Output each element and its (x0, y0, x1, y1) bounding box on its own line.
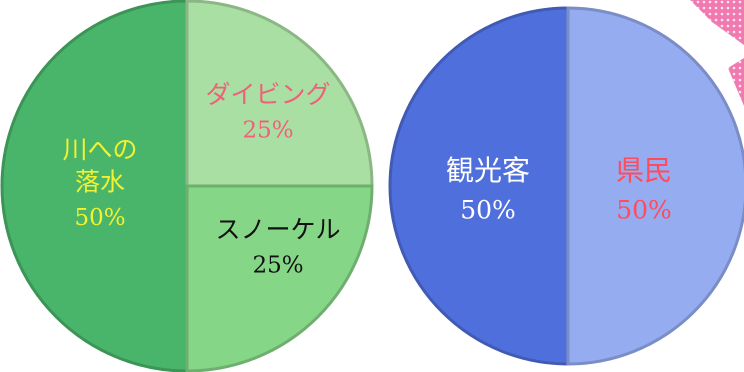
slice-diving (185, 0, 374, 188)
slice-river-fall-value: 50% (74, 205, 125, 231)
slice-snorkel (185, 184, 374, 372)
slice-residents-label: 県民 (616, 154, 672, 187)
slice-river-fall-label: 川への (62, 135, 137, 164)
slice-snorkel-value: 25% (252, 253, 303, 279)
slice-river-fall (0, 0, 189, 372)
slice-diving-value: 25% (242, 118, 293, 144)
slice-residents (566, 6, 744, 366)
arrow-decoration (690, 0, 744, 106)
slice-tourists-label: 観光客 (446, 154, 530, 187)
slice-tourists (388, 6, 570, 366)
slice-snorkel-label: スノーケル (215, 215, 340, 244)
slice-diving-label: ダイビング (205, 80, 330, 109)
slice-river-fall-label: 落水 (75, 168, 125, 197)
pie-chart-visitors: 観光客 50% 県民 50% (388, 6, 744, 366)
slice-tourists-value: 50% (460, 195, 516, 224)
slice-residents-value: 50% (616, 195, 672, 224)
